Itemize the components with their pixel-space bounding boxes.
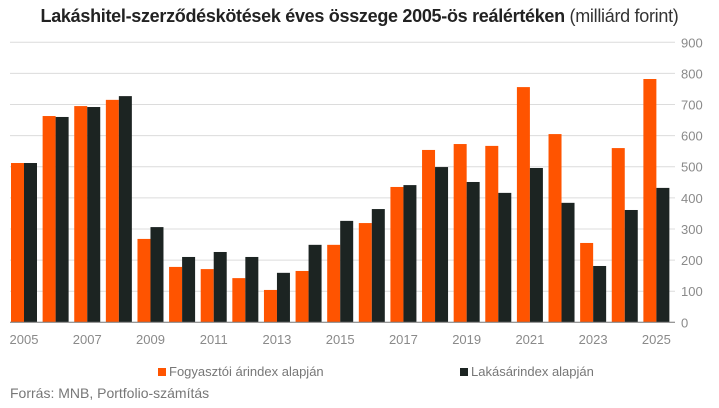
bar-cpi-2013 — [263, 289, 277, 323]
y-tick-label: 300 — [681, 222, 703, 237]
chart-title: Lakáshitel-szerződéskötések éves összege… — [0, 6, 719, 27]
legend-swatch-house-price — [460, 367, 468, 376]
y-tick-label: 400 — [681, 191, 703, 206]
x-tick-label: 2011 — [200, 332, 228, 347]
bar-cpi-2014 — [295, 270, 309, 323]
bar-house-price-2012 — [245, 256, 259, 323]
y-tick-label: 700 — [681, 98, 703, 113]
bar-house-price-2024 — [624, 209, 638, 323]
bar-house-price-2020 — [498, 192, 512, 323]
x-tick-label: 2005 — [10, 332, 39, 347]
bar-house-price-2023 — [593, 265, 607, 323]
y-tick-label: 100 — [681, 284, 703, 299]
x-tick-label: 2013 — [262, 332, 291, 347]
legend-label-house-price: Lakásárindex alapján — [471, 364, 594, 379]
bar-house-price-2014 — [308, 244, 322, 323]
y-tick-label: 200 — [681, 253, 703, 268]
bar-cpi-2010 — [169, 266, 183, 323]
chart-subtitle: (milliárd forint) — [569, 6, 679, 26]
y-tick-label: 600 — [681, 129, 703, 144]
legend-swatch-cpi — [158, 367, 166, 376]
bar-cpi-2025 — [643, 79, 657, 323]
bar-house-price-2015 — [340, 220, 354, 323]
x-tick-label: 2025 — [642, 332, 671, 347]
bar-cpi-2009 — [137, 238, 151, 323]
bar-cpi-2012 — [232, 278, 246, 323]
x-tick-label: 2007 — [73, 332, 102, 347]
bar-cpi-2016 — [358, 223, 372, 323]
bar-house-price-2017 — [403, 185, 417, 323]
bar-house-price-2018 — [435, 167, 449, 323]
bar-house-price-2009 — [150, 227, 164, 323]
legend-label-cpi: Fogyasztói árindex alapján — [169, 364, 324, 379]
x-tick-label: 2021 — [515, 332, 544, 347]
y-tick-label: 900 — [681, 35, 703, 50]
bar-house-price-2016 — [371, 209, 385, 323]
bar-cpi-2017 — [390, 186, 404, 323]
y-tick-label: 0 — [681, 315, 688, 330]
x-tick-label: 2023 — [579, 332, 608, 347]
bar-cpi-2019 — [453, 144, 467, 323]
bar-cpi-2006 — [42, 116, 56, 323]
bar-house-price-2013 — [276, 272, 290, 323]
legend-item-house-price: Lakásárindex alapján — [460, 364, 594, 379]
bar-cpi-2005 — [11, 163, 24, 323]
bar-house-price-2010 — [182, 256, 196, 323]
chart-title-main: Lakáshitel-szerződéskötések éves összege… — [40, 6, 566, 26]
bar-cpi-2024 — [611, 148, 625, 323]
x-tick-label: 2019 — [452, 332, 481, 347]
legend-item-cpi: Fogyasztói árindex alapján — [158, 364, 324, 379]
bar-cpi-2015 — [327, 244, 341, 323]
bar-house-price-2006 — [55, 116, 69, 323]
bar-cpi-2021 — [516, 87, 530, 323]
bar-cpi-2023 — [580, 242, 594, 323]
bar-house-price-2025 — [656, 187, 670, 323]
bar-house-price-2005 — [24, 163, 37, 323]
bar-house-price-2022 — [561, 202, 575, 323]
bar-cpi-2022 — [548, 134, 562, 323]
bar-cpi-2018 — [422, 149, 436, 323]
bar-cpi-2011 — [200, 269, 214, 323]
bar-house-price-2021 — [529, 167, 543, 323]
bar-house-price-2008 — [118, 96, 132, 323]
x-tick-label: 2009 — [136, 332, 165, 347]
y-tick-label: 800 — [681, 66, 703, 81]
bar-house-price-2011 — [213, 251, 227, 323]
bar-cpi-2007 — [74, 106, 88, 323]
bar-cpi-2020 — [485, 145, 499, 323]
x-tick-label: 2015 — [326, 332, 355, 347]
source-note: Forrás: MNB, Portfolio-számítás — [10, 385, 210, 401]
bar-house-price-2007 — [87, 107, 101, 323]
bar-house-price-2019 — [466, 181, 480, 323]
bar-cpi-2008 — [105, 99, 119, 323]
x-tick-label: 2017 — [389, 332, 418, 347]
y-tick-label: 500 — [681, 160, 703, 175]
